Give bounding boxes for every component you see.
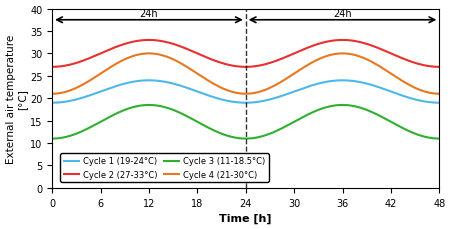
Cycle 2 (27-33°C) <box>146 39 152 42</box>
Cycle 3 (11-18.5°C) <box>50 138 55 140</box>
Cycle 1 (19-24°C) <box>50 102 55 105</box>
Line: Cycle 4 (21-30°C): Cycle 4 (21-30°C) <box>52 54 439 94</box>
Line: Cycle 1 (19-24°C): Cycle 1 (19-24°C) <box>52 81 439 103</box>
Cycle 3 (11-18.5°C) <box>352 105 357 108</box>
Cycle 4 (21-30°C) <box>359 56 364 59</box>
Cycle 3 (11-18.5°C) <box>89 126 94 128</box>
Cycle 1 (19-24°C) <box>437 102 442 105</box>
Cycle 4 (21-30°C) <box>50 93 55 96</box>
Cycle 1 (19-24°C) <box>221 99 226 102</box>
Cycle 2 (27-33°C) <box>89 57 94 59</box>
Text: 24h: 24h <box>333 9 352 19</box>
Cycle 2 (27-33°C) <box>50 66 55 69</box>
Cycle 2 (27-33°C) <box>352 40 357 43</box>
Cycle 4 (21-30°C) <box>221 88 226 90</box>
Cycle 1 (19-24°C) <box>352 80 357 83</box>
Cycle 4 (21-30°C) <box>89 79 94 81</box>
Cycle 2 (27-33°C) <box>437 66 442 69</box>
Cycle 4 (21-30°C) <box>437 93 442 96</box>
Cycle 3 (11-18.5°C) <box>316 109 321 112</box>
Line: Cycle 2 (27-33°C): Cycle 2 (27-33°C) <box>52 41 439 68</box>
Line: Cycle 3 (11-18.5°C): Cycle 3 (11-18.5°C) <box>52 106 439 139</box>
Cycle 1 (19-24°C) <box>89 94 94 97</box>
Cycle 4 (21-30°C) <box>146 53 152 55</box>
Cycle 3 (11-18.5°C) <box>359 107 364 110</box>
Cycle 2 (27-33°C) <box>359 42 364 45</box>
Cycle 1 (19-24°C) <box>207 95 212 98</box>
Cycle 3 (11-18.5°C) <box>221 133 226 136</box>
Text: 24h: 24h <box>140 9 158 19</box>
Y-axis label: External air temperature
[°C]: External air temperature [°C] <box>5 34 27 163</box>
Cycle 2 (27-33°C) <box>316 43 321 46</box>
Cycle 3 (11-18.5°C) <box>437 138 442 140</box>
Cycle 2 (27-33°C) <box>221 63 226 65</box>
Cycle 4 (21-30°C) <box>316 59 321 61</box>
Legend: Cycle 1 (19-24°C), Cycle 2 (27-33°C), Cycle 3 (11-18.5°C), Cycle 4 (21-30°C): Cycle 1 (19-24°C), Cycle 2 (27-33°C), Cy… <box>60 153 269 182</box>
Cycle 4 (21-30°C) <box>207 80 212 83</box>
Cycle 3 (11-18.5°C) <box>146 104 152 107</box>
Cycle 4 (21-30°C) <box>352 54 357 57</box>
Cycle 2 (27-33°C) <box>207 58 212 60</box>
Cycle 3 (11-18.5°C) <box>207 127 212 130</box>
Cycle 1 (19-24°C) <box>146 79 152 82</box>
X-axis label: Time [h]: Time [h] <box>220 213 272 224</box>
Cycle 1 (19-24°C) <box>316 83 321 86</box>
Cycle 1 (19-24°C) <box>359 82 364 84</box>
